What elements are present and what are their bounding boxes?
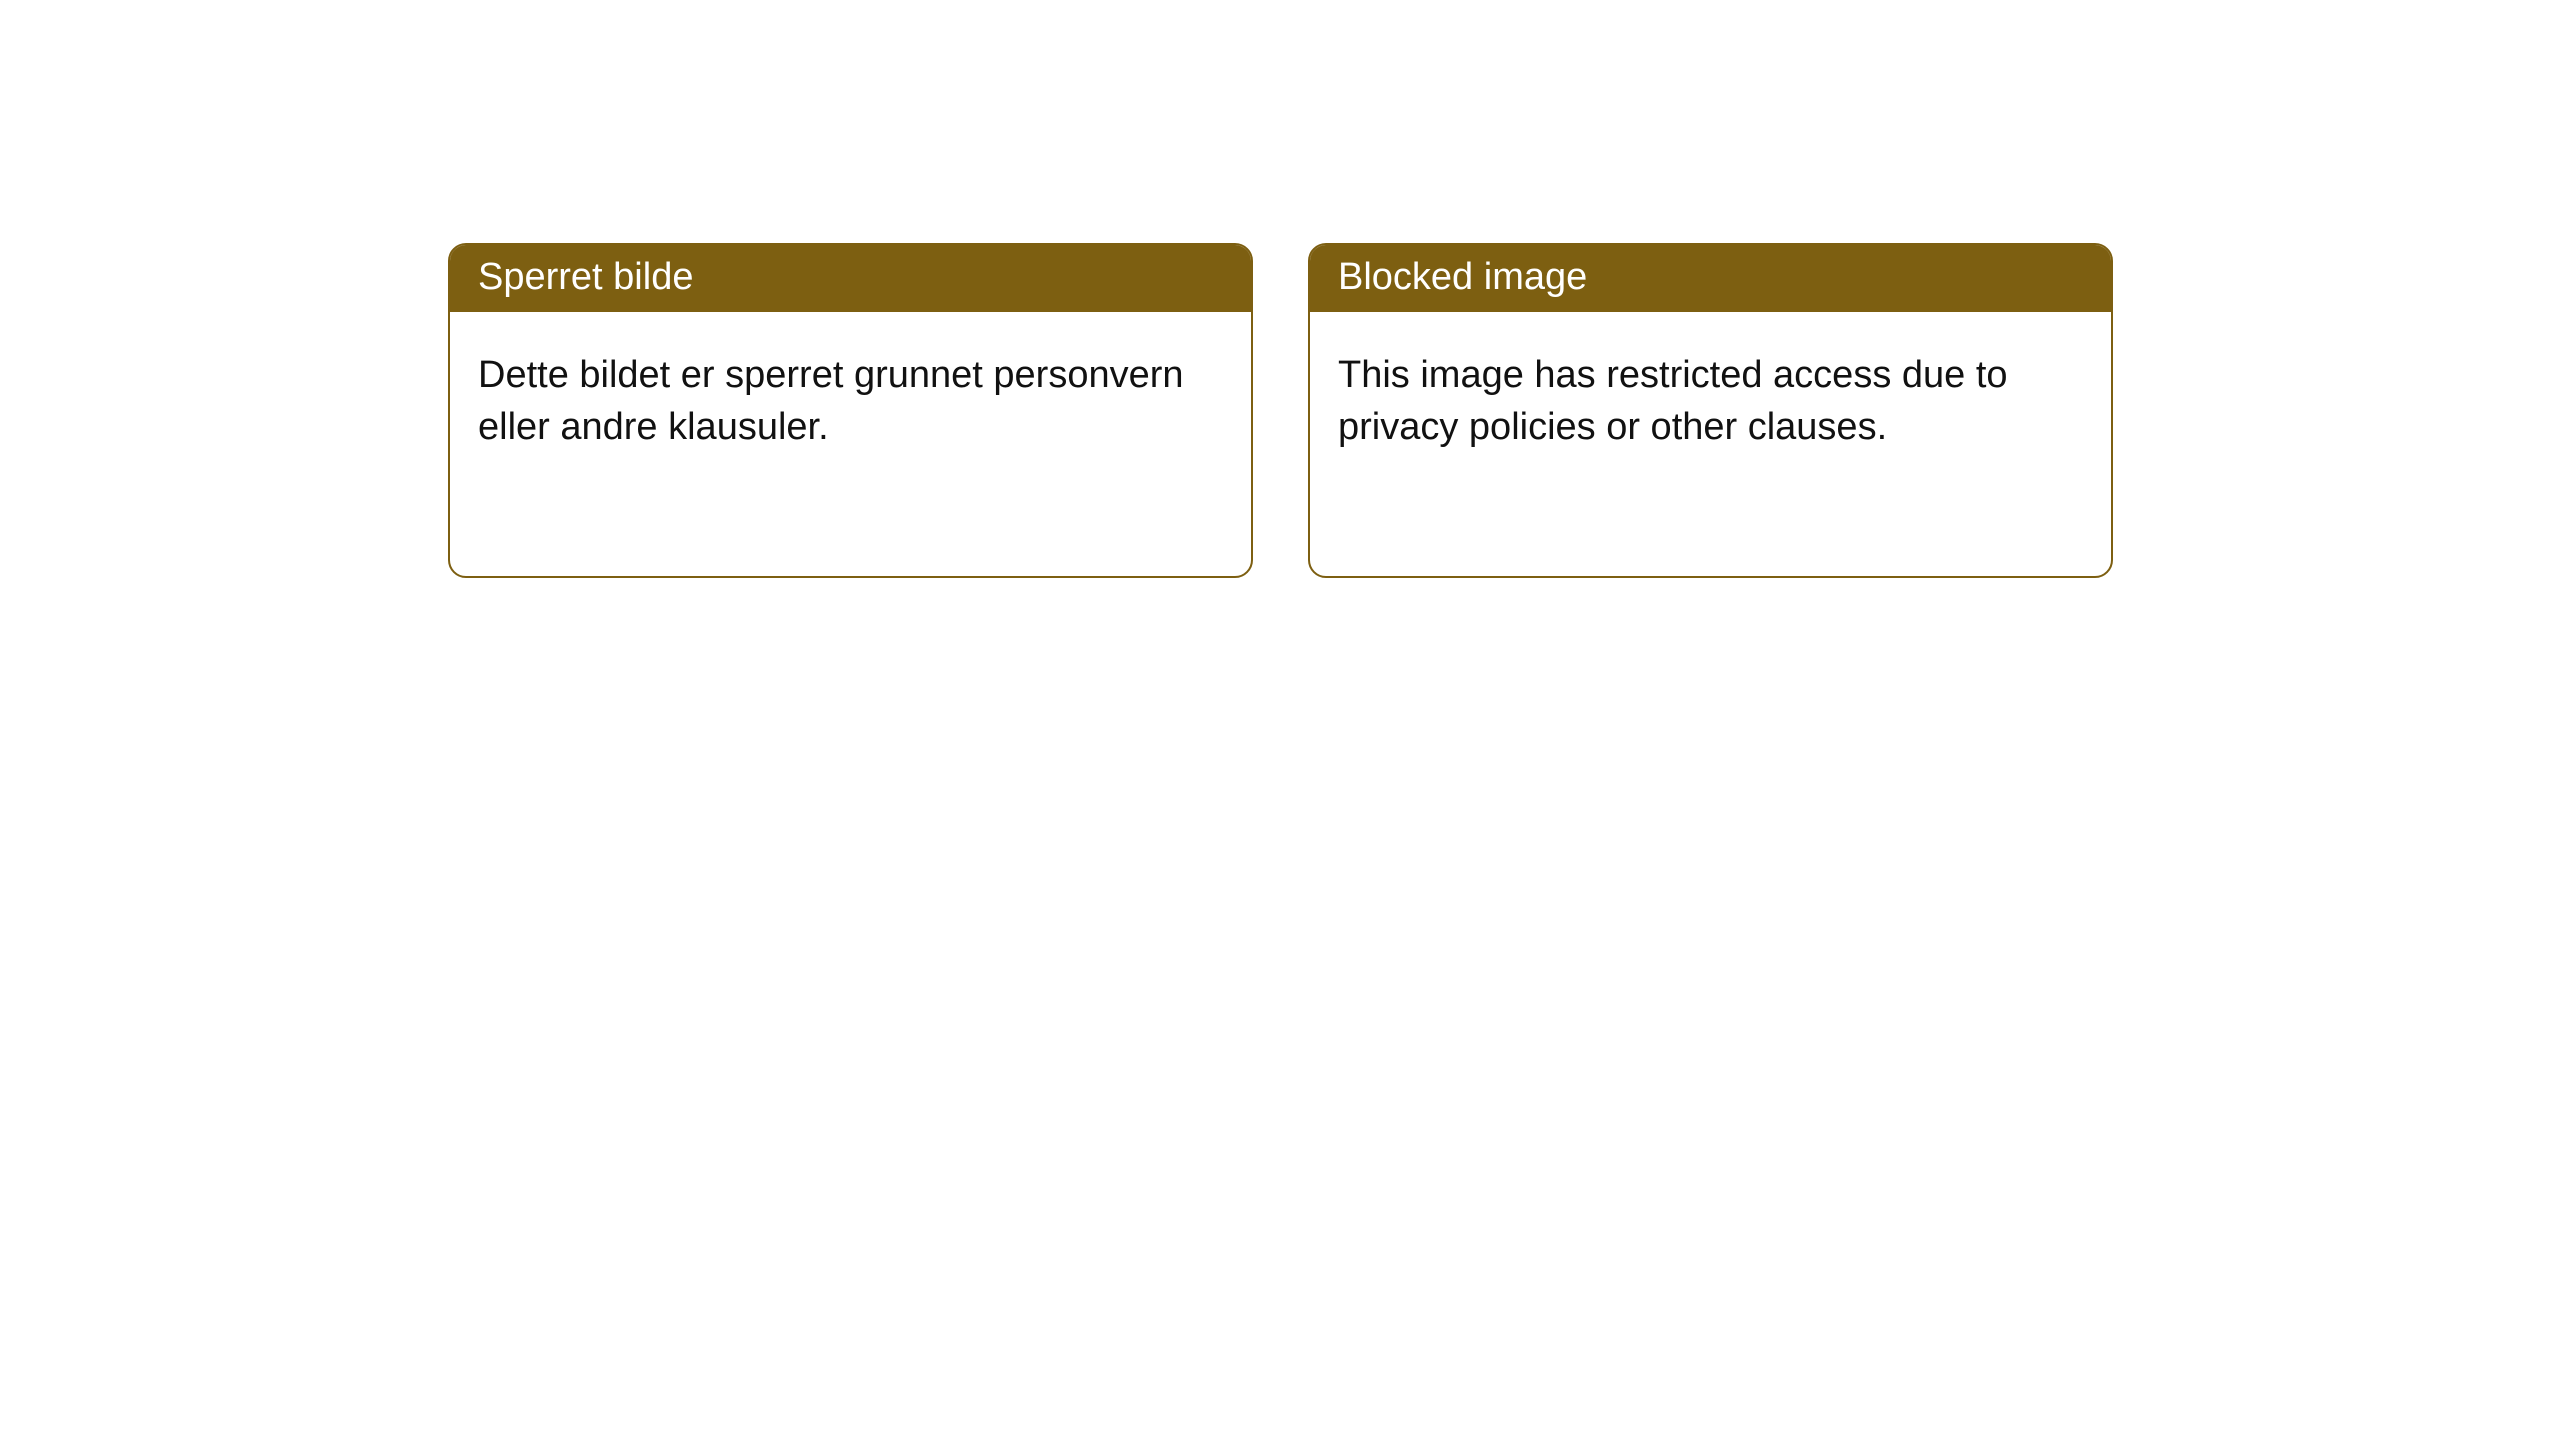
notice-card-english: Blocked image This image has restricted …	[1308, 243, 2113, 578]
notice-cards-container: Sperret bilde Dette bildet er sperret gr…	[0, 0, 2560, 578]
notice-card-norwegian: Sperret bilde Dette bildet er sperret gr…	[448, 243, 1253, 578]
notice-header: Sperret bilde	[450, 245, 1251, 312]
notice-body: This image has restricted access due to …	[1310, 312, 2111, 491]
notice-body: Dette bildet er sperret grunnet personve…	[450, 312, 1251, 491]
notice-header: Blocked image	[1310, 245, 2111, 312]
